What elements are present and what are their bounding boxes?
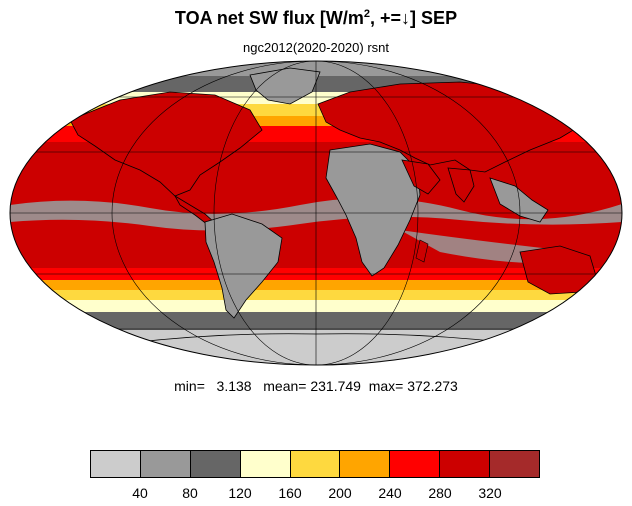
land-north-america [69, 91, 263, 197]
colorbar-cell [490, 451, 540, 477]
colorbar-tick-label: 240 [378, 485, 402, 501]
land-greenland [249, 67, 321, 105]
colorbar-cell [390, 451, 441, 477]
map-outline [9, 60, 623, 366]
colorbar-tick-label: 80 [182, 485, 198, 501]
title-superscript: 2 [363, 8, 371, 20]
colorbar-cell [290, 451, 341, 477]
land-south-america [204, 213, 283, 319]
colorbar-cell [91, 451, 141, 477]
colorbar-tick-label: 160 [278, 485, 302, 501]
plot-title: TOA net SW flux [W/m2, +=↓] SEP [0, 8, 632, 29]
land-africa [325, 143, 421, 277]
colorbar-tick-label: 120 [228, 485, 252, 501]
colorbar-cell [340, 451, 391, 477]
colorbar-cell [440, 451, 491, 477]
statistics-line: min= 3.138 mean= 231.749 max= 372.273 [174, 378, 458, 394]
colorbar-cell [140, 451, 191, 477]
land-madagascar [415, 239, 429, 263]
colorbar-tick-label: 40 [132, 485, 148, 501]
title-main: TOA net SW flux [W/m [174, 8, 364, 28]
colorbar-cell [190, 451, 241, 477]
land-arabia [401, 159, 441, 195]
color-bar [90, 450, 540, 478]
graticule [10, 61, 622, 365]
colorbar-tick-label: 200 [328, 485, 352, 501]
colorbar-cell [240, 451, 291, 477]
land-india [447, 167, 475, 203]
plot-subtitle: ngc2012(2020-2020) rsnt [243, 40, 389, 55]
title-rest: , +=↓] SEP [370, 8, 458, 28]
colorbar-tick-label: 280 [428, 485, 452, 501]
colorbar-tick-label: 320 [478, 485, 502, 501]
mollweide-map [9, 60, 623, 366]
